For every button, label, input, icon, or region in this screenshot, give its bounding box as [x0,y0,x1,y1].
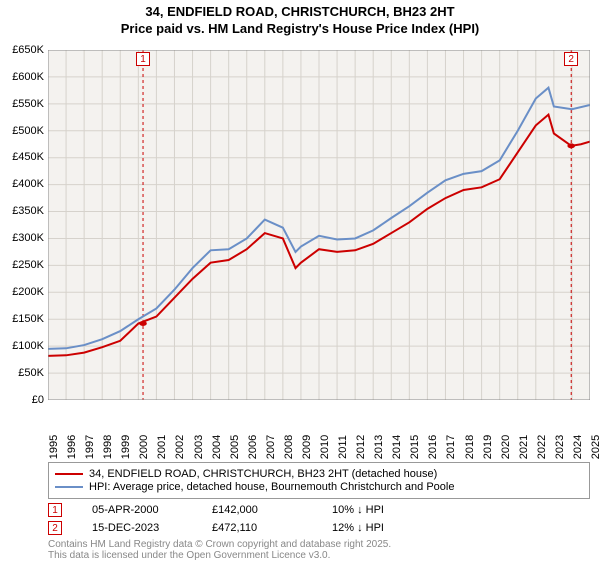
x-tick-label: 2015 [409,435,412,459]
y-tick-label: £450K [12,151,44,163]
x-tick-label: 2024 [572,435,575,459]
x-tick-label: 1999 [120,435,123,459]
sale-dot [139,321,147,326]
sale-dot [567,143,575,148]
y-tick-label: £0 [32,394,44,406]
attribution-line-1: Contains HM Land Registry data © Crown c… [48,539,590,550]
legend-label: HPI: Average price, detached house, Bour… [89,481,454,493]
x-tick-label: 2012 [355,435,358,459]
chart-area: £0 £50K £100K £150K £200K £250K £300K £350K £400… [0,40,600,460]
legend-row: 34, ENDFIELD ROAD, CHRISTCHURCH, BH23 2H… [55,468,583,480]
x-tick-label: 2011 [337,435,340,459]
chart-title-block: 34, ENDFIELD ROAD, CHRISTCHURCH, BH23 2H… [0,0,600,40]
y-tick-label: £100K [12,340,44,352]
x-tick-label: 2009 [301,435,304,459]
x-tick-label: 1998 [102,435,105,459]
x-tick-label: 2004 [211,435,214,459]
x-tick-label: 2022 [536,435,539,459]
x-tick-label: 1996 [66,435,69,459]
marker-date: 15-DEC-2023 [92,522,182,534]
x-tick-label: 2014 [391,435,394,459]
marker-badge: 1 [48,503,62,517]
title-line-2: Price paid vs. HM Land Registry's House … [0,21,600,38]
y-tick-label: £650K [12,44,44,56]
x-tick-label: 2007 [265,435,268,459]
legend-row: HPI: Average price, detached house, Bour… [55,481,583,493]
legend-swatch [55,486,83,488]
y-tick-label: £300K [12,232,44,244]
marker-table-row: 1 05-APR-2000 £142,000 10% ↓ HPI [48,503,590,517]
x-tick-label: 2018 [464,435,467,459]
chart-marker-badge: 1 [136,52,150,66]
x-tick-label: 2016 [427,435,430,459]
x-tick-label: 2000 [138,435,141,459]
x-tick-label: 2017 [445,435,448,459]
x-tick-label: 2020 [500,435,503,459]
legend-label: 34, ENDFIELD ROAD, CHRISTCHURCH, BH23 2H… [89,468,437,480]
title-line-1: 34, ENDFIELD ROAD, CHRISTCHURCH, BH23 2H… [0,4,600,21]
y-tick-label: £250K [12,259,44,271]
y-axis: £0£50K£100K£150K£200K£250K£300K£350K£400… [0,50,48,400]
marker-price: £142,000 [212,504,302,516]
y-tick-label: £500K [12,125,44,137]
marker-delta: 12% ↓ HPI [332,522,422,534]
legend-swatch [55,473,83,475]
x-tick-label: 1997 [84,435,87,459]
x-tick-label: 2023 [554,435,557,459]
x-tick-label: 2003 [193,435,196,459]
legend: 34, ENDFIELD ROAD, CHRISTCHURCH, BH23 2H… [48,462,590,499]
x-tick-label: 2001 [156,435,159,459]
marker-table-row: 2 15-DEC-2023 £472,110 12% ↓ HPI [48,521,590,535]
marker-table: 1 05-APR-2000 £142,000 10% ↓ HPI 2 15-DEC-202… [48,503,590,535]
chart-marker-badge: 2 [564,52,578,66]
plot-area: 12 [48,50,590,400]
y-tick-label: £550K [12,98,44,110]
y-tick-label: £150K [12,313,44,325]
attribution: Contains HM Land Registry data © Crown c… [48,539,590,561]
marker-date: 05-APR-2000 [92,504,182,516]
y-tick-label: £400K [12,178,44,190]
x-tick-label: 2025 [590,435,593,459]
x-tick-label: 2013 [373,435,376,459]
x-tick-label: 2010 [319,435,322,459]
x-tick-label: 2008 [283,435,286,459]
x-tick-label: 2002 [174,435,177,459]
x-tick-label: 2006 [247,435,250,459]
x-tick-label: 1995 [48,435,51,459]
y-tick-label: £350K [12,205,44,217]
marker-price: £472,110 [212,522,302,534]
x-tick-label: 2005 [229,435,232,459]
marker-delta: 10% ↓ HPI [332,504,422,516]
y-tick-label: £50K [18,367,44,379]
attribution-line-2: This data is licensed under the Open Gov… [48,550,590,561]
y-tick-label: £600K [12,71,44,83]
marker-badge: 2 [48,521,62,535]
x-axis: 1995 1996 1997 1998 1999 2000 2001 2002 2003 2004… [48,402,590,460]
x-tick-label: 2019 [482,435,485,459]
plot-svg [48,50,590,400]
y-tick-label: £200K [12,286,44,298]
x-tick-label: 2021 [518,435,521,459]
